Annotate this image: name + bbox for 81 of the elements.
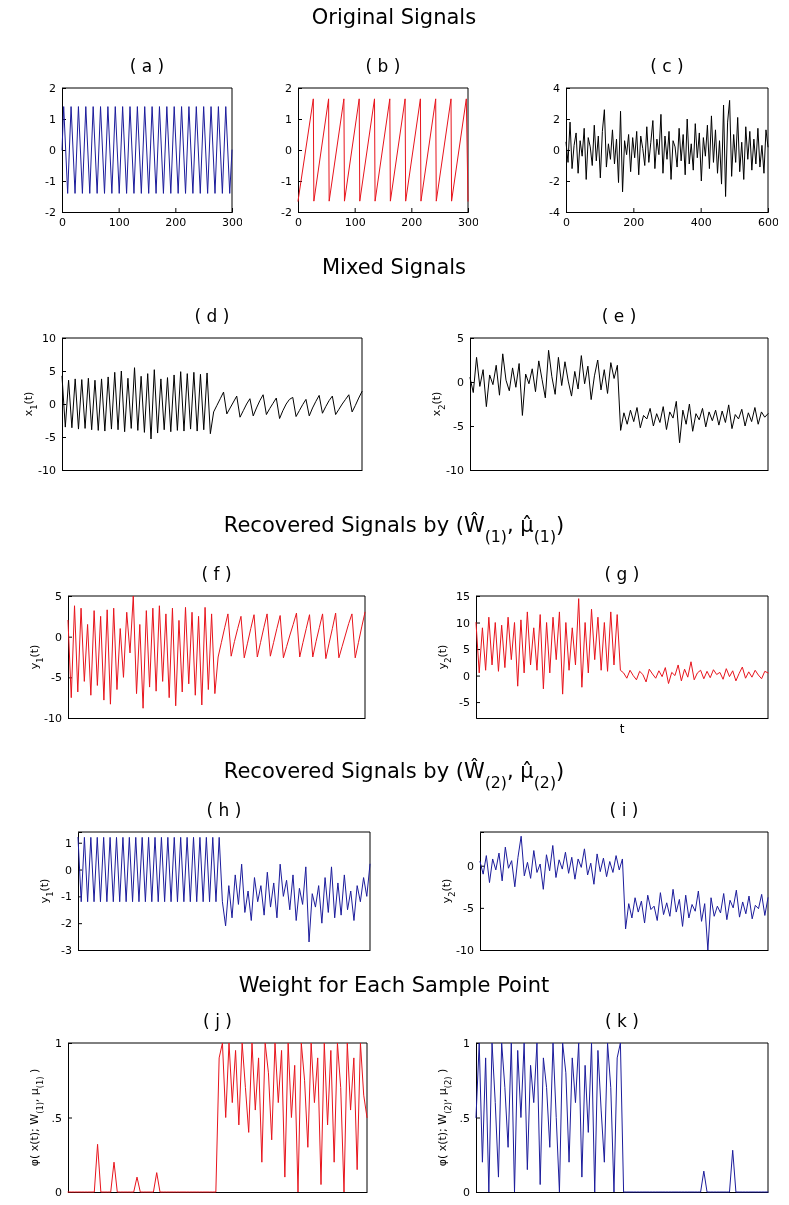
y-tick-label: 10 xyxy=(456,616,470,630)
chart-title: ( b ) xyxy=(365,56,401,76)
chart-title: ( g ) xyxy=(604,564,640,584)
y-tick-label: -10 xyxy=(44,712,62,726)
y-tick-label: 2 xyxy=(285,82,292,96)
x-tick-label: 400 xyxy=(690,215,712,229)
x-tick-label: 300 xyxy=(222,215,243,229)
chart-title: ( k ) xyxy=(605,1011,639,1031)
x-tick-label: 200 xyxy=(623,215,645,229)
y-tick-label: 1 xyxy=(463,1037,470,1051)
y-tick-label: 0 xyxy=(49,398,56,412)
y-tick-label: 0 xyxy=(49,144,56,158)
line-series xyxy=(67,595,366,709)
y-tick-label: -2 xyxy=(45,206,56,220)
y-tick-label: 2 xyxy=(553,113,560,127)
y-tick-label: 0 xyxy=(55,1186,62,1200)
y-tick-label: 5 xyxy=(463,643,470,657)
y-tick-label: -4 xyxy=(549,206,560,220)
x-tick-label: 0 xyxy=(295,215,302,229)
y-tick-label: -5 xyxy=(459,696,470,710)
y-tick-label: 0 xyxy=(467,859,474,873)
y-tick-label: 0 xyxy=(457,376,464,390)
y-tick-label: -10 xyxy=(38,464,56,478)
x-tick-label: 0 xyxy=(563,215,570,229)
line-series xyxy=(479,835,769,951)
x-axis-title: t xyxy=(619,722,625,736)
y-tick-label: .5 xyxy=(459,1111,470,1125)
text: Mixed Signals xyxy=(321,255,467,279)
chart-title: ( h ) xyxy=(206,800,242,820)
y-tick-label: 1 xyxy=(65,836,72,850)
y-tick-label: 0 xyxy=(463,669,470,683)
chart-title: ( d ) xyxy=(194,306,230,326)
y-tick-label: -10 xyxy=(456,944,474,958)
y-tick-label: -2 xyxy=(549,175,560,189)
chart-title: ( i ) xyxy=(609,800,639,820)
text: Recovered Signals by (Ŵ$_{(2)}$, μ̂$_{(2)}$) xyxy=(223,758,565,792)
y-tick-label: 10 xyxy=(42,332,56,346)
y-tick-label: 0 xyxy=(55,630,62,644)
y-tick-label: -1 xyxy=(45,175,56,189)
text: Weight for Each Sample Point xyxy=(238,973,550,997)
y-tick-label: -5 xyxy=(463,901,474,915)
chart-title: ( e ) xyxy=(601,306,637,326)
y-tick-label: -3 xyxy=(61,944,72,958)
y-tick-label: 5 xyxy=(55,590,62,604)
y-tick-label: 0 xyxy=(285,144,292,158)
x-tick-label: 200 xyxy=(401,215,423,229)
x-tick-label: 300 xyxy=(458,215,479,229)
y-tick-label: 5 xyxy=(49,365,56,379)
y-tick-label: -2 xyxy=(281,206,292,220)
chart-title: ( j ) xyxy=(203,1011,232,1031)
y-tick-label: -5 xyxy=(453,420,464,434)
y-tick-label: 0 xyxy=(463,1186,470,1200)
line-series xyxy=(475,598,769,695)
y-tick-label: -2 xyxy=(61,917,72,931)
y-tick-label: 1 xyxy=(285,113,292,127)
y-tick-label: -1 xyxy=(61,890,72,904)
text: Original Signals xyxy=(311,5,477,29)
y-tick-label: .5 xyxy=(51,1111,62,1125)
line-series xyxy=(77,836,371,943)
x-tick-label: 100 xyxy=(344,215,366,229)
y-tick-label: 2 xyxy=(49,82,56,96)
x-tick-label: 100 xyxy=(108,215,130,229)
y-tick-label: 15 xyxy=(456,590,470,604)
y-tick-label: 0 xyxy=(553,144,560,158)
y-tick-label: 1 xyxy=(55,1037,62,1051)
x-tick-label: 200 xyxy=(165,215,187,229)
y-tick-label: 1 xyxy=(49,113,56,127)
line-series xyxy=(475,1042,769,1193)
x-tick-label: 600 xyxy=(758,215,779,229)
y-tick-label: 5 xyxy=(457,332,464,346)
text: Recovered Signals by (Ŵ$_{(1)}$, μ̂$_{(1)}$) xyxy=(223,512,565,546)
chart-title: ( c ) xyxy=(650,56,684,76)
y-tick-label: -5 xyxy=(51,671,62,685)
chart-title: ( f ) xyxy=(201,564,232,584)
y-tick-label: 4 xyxy=(553,82,560,96)
line-series xyxy=(67,1042,368,1193)
y-tick-label: -1 xyxy=(281,175,292,189)
y-tick-label: -10 xyxy=(446,464,464,478)
y-tick-label: 0 xyxy=(65,863,72,877)
y-tick-label: -5 xyxy=(45,431,56,445)
chart-title: ( a ) xyxy=(129,56,165,76)
